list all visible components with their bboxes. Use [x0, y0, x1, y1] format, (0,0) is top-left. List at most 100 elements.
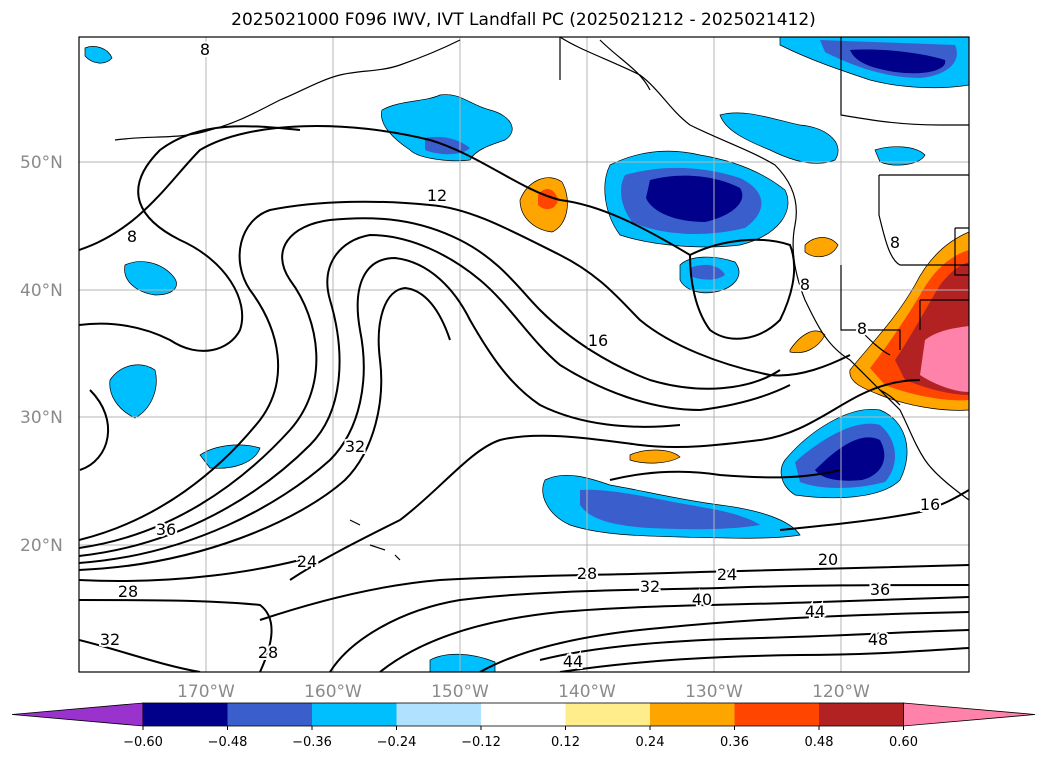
contour-label: 32	[100, 630, 120, 649]
contour-label: 28	[118, 582, 138, 601]
contour-label-halo: 8	[857, 319, 867, 338]
fill-neg-bc-2	[874, 146, 926, 166]
contour-label-halo: 44	[805, 602, 825, 621]
colorbar-tick-label: −0.24	[377, 735, 417, 750]
fill-neg-subtrop-central-mid	[580, 489, 760, 530]
contour-label-halo: 36	[156, 520, 176, 539]
fill-neg-west-40n	[124, 261, 177, 296]
colorbar-extend-left	[11, 702, 144, 727]
colorbar-segment	[565, 703, 651, 726]
contour-label-halo: 24	[717, 565, 737, 584]
contour-label: 40	[692, 590, 712, 609]
contour-label: 36	[870, 580, 890, 599]
contour-label: 48	[868, 630, 888, 649]
contour-label-halo: 40	[692, 590, 712, 609]
colorbar-extend-right	[903, 702, 1036, 727]
anomaly-fills	[84, 37, 969, 672]
colorbar-segment	[312, 703, 397, 726]
contour-label: 8	[200, 40, 210, 59]
contour-label: 44	[805, 602, 825, 621]
lon-label-160w: 160°W	[304, 682, 362, 702]
contour-label: 12	[427, 186, 447, 205]
fill-pos-27n	[629, 449, 681, 464]
contour-label: 28	[577, 564, 597, 583]
fill-neg-gulf-alaska-dark	[646, 175, 743, 222]
colorbar-tick-label: −0.12	[461, 735, 501, 750]
fill-pos-california-pink	[920, 326, 969, 392]
lon-label-120w: 120°W	[812, 682, 870, 702]
colorbar-tick-label: 0.60	[889, 735, 918, 750]
colorbar-segment	[481, 703, 566, 726]
contour-label: 8	[890, 233, 900, 252]
contour-label: 16	[920, 495, 940, 514]
lat-label-20n: 20°N	[20, 536, 63, 556]
contour-label: 28	[258, 643, 278, 662]
fill-neg-west-55n	[84, 46, 113, 64]
contour-label: 44	[563, 652, 583, 671]
lon-labels: 170°W 160°W 150°W 140°W 130°W 120°W	[177, 682, 870, 702]
fill-neg-40n-mid	[690, 264, 725, 280]
contour-label-halo: 32	[640, 577, 660, 596]
contour-label-halo: 28	[258, 643, 278, 662]
lon-label-150w: 150°W	[431, 682, 489, 702]
contour-label-halo: 28	[577, 564, 597, 583]
lon-label-170w: 170°W	[177, 682, 235, 702]
contour-label: 36	[156, 520, 176, 539]
colorbar-tick-label: −0.60	[123, 735, 163, 750]
contour-label-halo: 48	[868, 630, 888, 649]
fill-neg-bc	[719, 112, 839, 164]
fill-neg-bottom	[429, 653, 496, 672]
fill-neg-west-27n	[199, 444, 261, 469]
colorbar-segment	[734, 703, 820, 726]
lon-label-130w: 130°W	[685, 682, 743, 702]
contour-label-halo: 16	[588, 331, 608, 350]
fill-pos-coast-small	[789, 330, 826, 354]
colorbar-frame	[142, 702, 904, 727]
colorbar-segment	[819, 703, 904, 726]
colorbar-tick-label: 0.36	[720, 735, 749, 750]
contour-label-halo: 28	[118, 582, 138, 601]
contour-label-halo: 16	[920, 495, 940, 514]
contour-label-halo: 20	[818, 550, 838, 569]
colorbar-tick-labels: −0.60 −0.48 −0.36 −0.24 −0.12 0.12 0.24 0.36 0.4…	[123, 726, 918, 750]
contour-label: 20	[818, 550, 838, 569]
colorbar-tick-label: 0.12	[551, 735, 580, 750]
fill-neg-north-small	[381, 94, 513, 162]
contour-label-halo: 8	[800, 275, 810, 294]
colorbar-segment	[650, 703, 735, 726]
lat-labels: 50°N 40°N 30°N 20°N	[20, 153, 63, 556]
lat-label-50n: 50°N	[20, 153, 63, 173]
contour-label: 32	[640, 577, 660, 596]
contour-label-halo: 12	[427, 186, 447, 205]
contour-labels: 8888121216168832323636242428283232282828…	[98, 38, 942, 673]
lat-label-40n: 40°N	[20, 281, 63, 301]
map-title: 2025021000 F096 IWV, IVT Landfall PC (20…	[231, 10, 816, 30]
contour-label: 32	[345, 437, 365, 456]
colorbar-tick-label: −0.36	[292, 735, 332, 750]
colorbar-segment	[227, 703, 313, 726]
contour-label: 8	[800, 275, 810, 294]
contour-label-halo: 8	[127, 227, 137, 246]
fill-neg-west-30n	[109, 364, 157, 419]
contour-label-halo: 32	[345, 437, 365, 456]
colorbar-segment	[143, 703, 228, 726]
contour-label-halo: 36	[870, 580, 890, 599]
contour-label-halo: 44	[563, 652, 583, 671]
map-frame	[78, 36, 970, 673]
contour-label: 24	[717, 565, 737, 584]
contour-label-halo: 24	[297, 552, 317, 571]
coastlines	[114, 37, 969, 561]
lat-label-30n: 30°N	[20, 408, 63, 428]
colorbar-tick-label: −0.48	[208, 735, 248, 750]
fill-pos-coast-small-2	[804, 237, 839, 258]
contour-label: 16	[588, 331, 608, 350]
contour-label: 24	[297, 552, 317, 571]
colorbar-tick-label: 0.24	[636, 735, 665, 750]
fill-neg-subtrop-east-dark	[815, 437, 885, 481]
contour-label-halo: 32	[100, 630, 120, 649]
contour-label: 8	[857, 319, 867, 338]
lon-label-140w: 140°W	[558, 682, 616, 702]
contour-label-halo: 8	[200, 40, 210, 59]
iwv-contours	[79, 125, 969, 672]
